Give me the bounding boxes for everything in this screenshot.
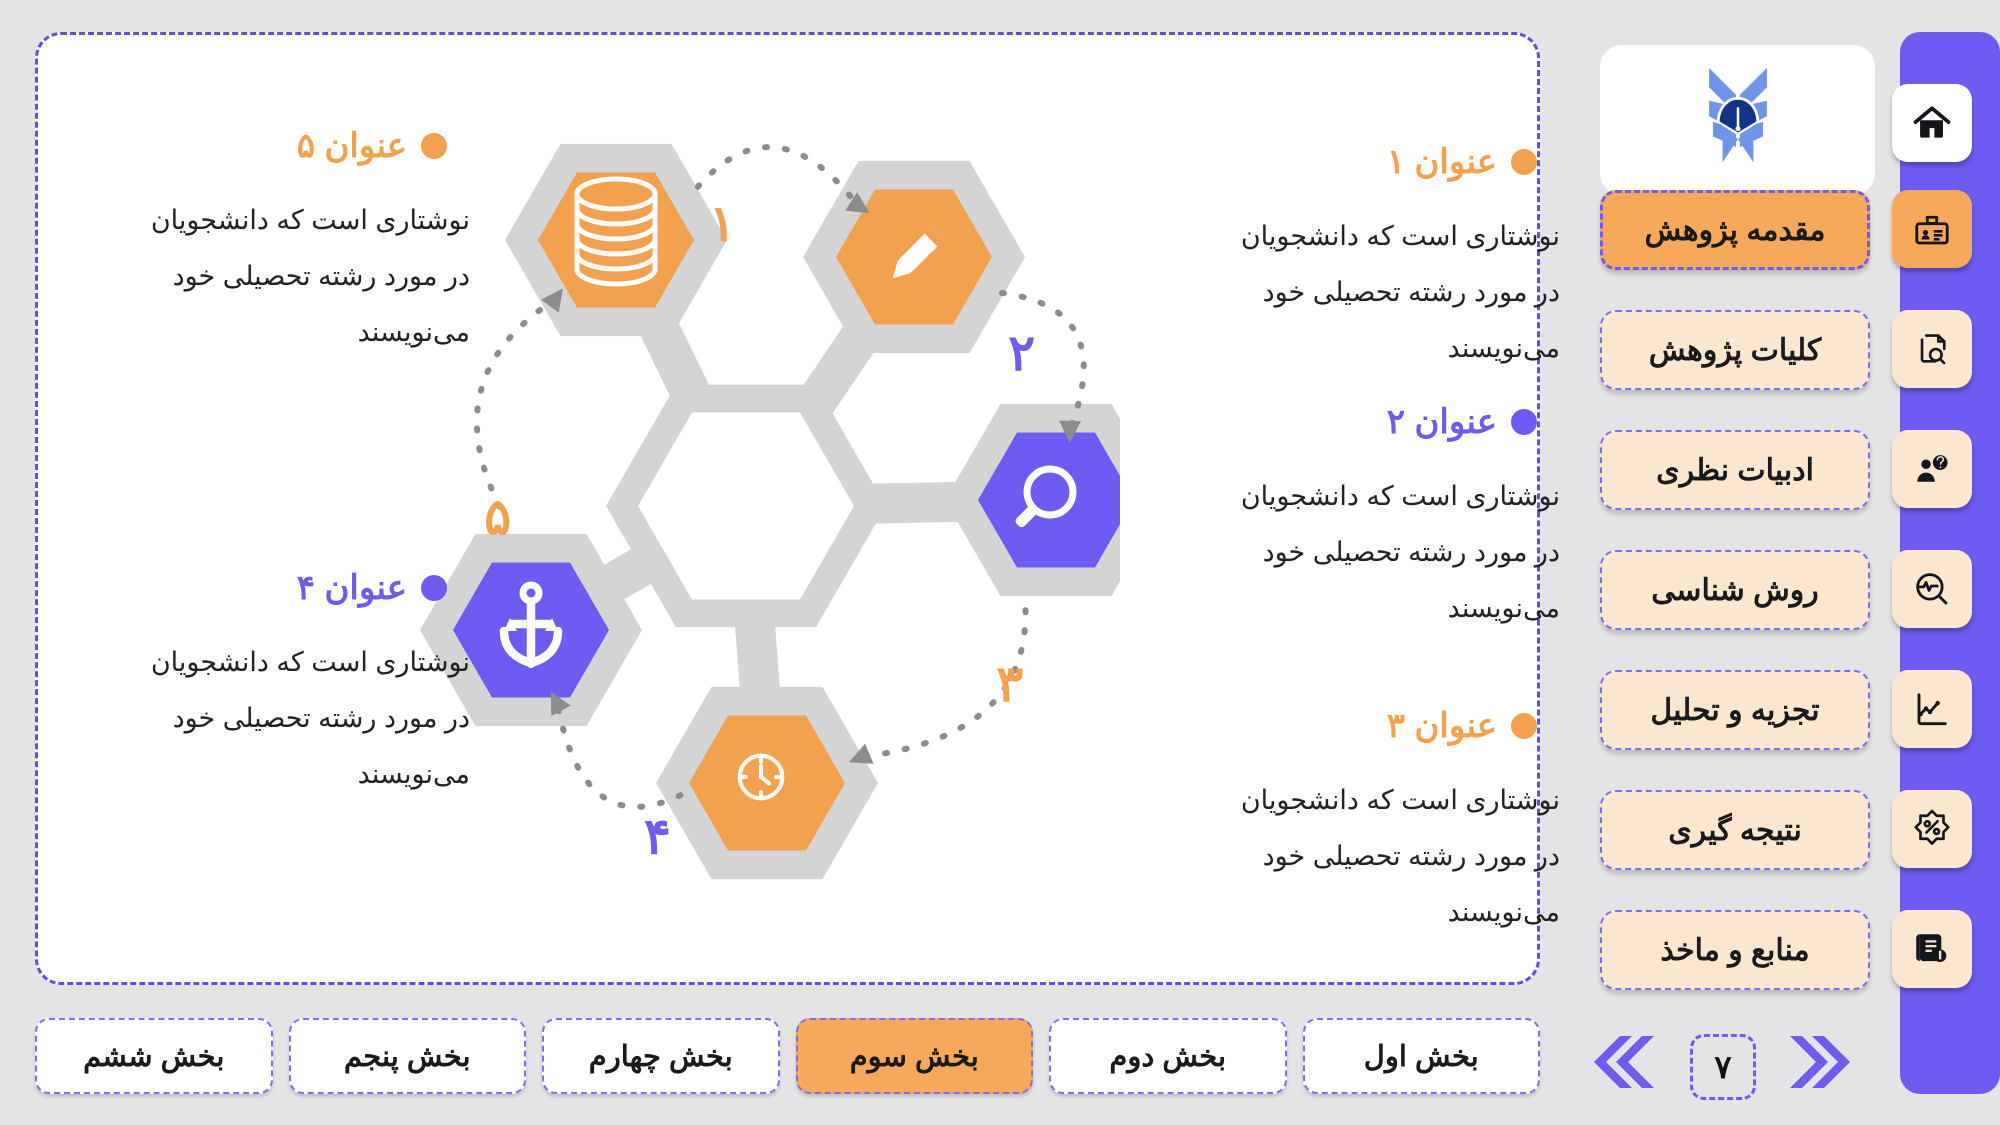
svg-text:۵: ۵	[484, 489, 511, 545]
svg-text:۳: ۳	[996, 656, 1023, 712]
svg-text:۴: ۴	[644, 809, 671, 865]
svg-text:۲: ۲	[1008, 325, 1035, 381]
svg-text:۱: ۱	[709, 196, 736, 252]
